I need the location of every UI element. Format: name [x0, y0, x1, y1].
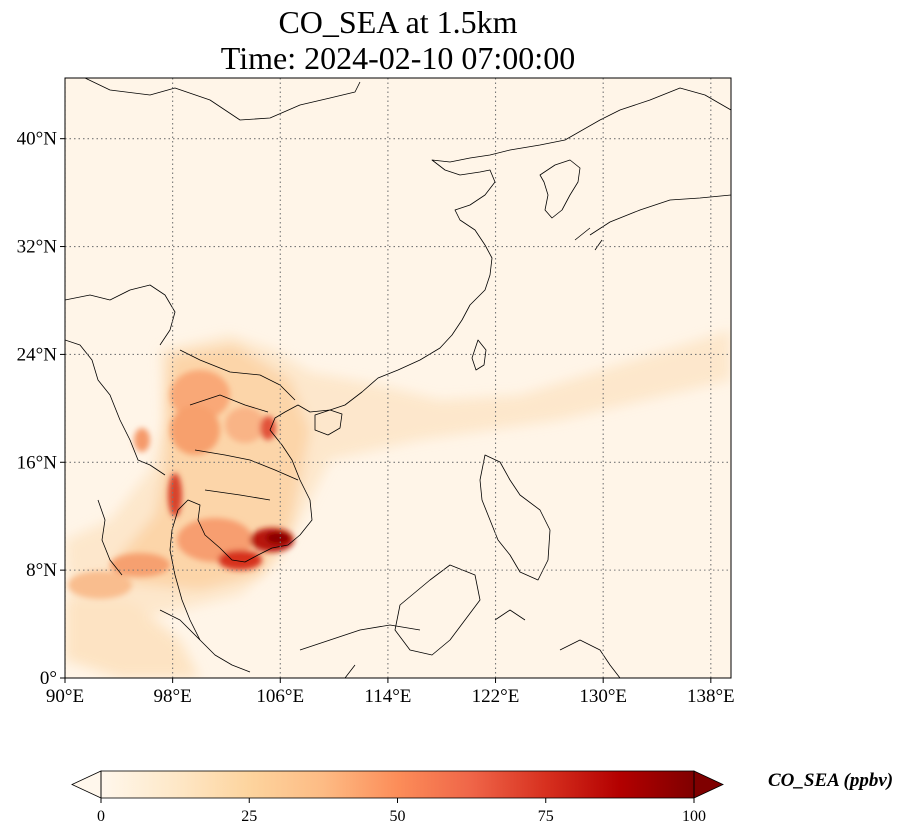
colorbar-tick-label: 75 [538, 808, 554, 825]
concentration-field [65, 330, 731, 678]
lat-tick-label: 40°N [17, 129, 58, 150]
colorbar-gradient [101, 771, 694, 798]
lat-tick-label: 8°N [26, 560, 57, 581]
lat-tick-label: 0° [40, 668, 57, 689]
colorbar-ticks: 0 25 50 75 100 [97, 798, 706, 825]
lon-tick-label: 138°E [687, 686, 735, 707]
lon-tick-labels: 90°E 98°E 106°E 114°E 122°E 130°E 138°E [46, 678, 735, 707]
colorbar: 0 25 50 75 100 [71, 770, 724, 825]
map-frame [64, 77, 732, 679]
colorbar-label: CO_SEA (ppbv) [768, 770, 894, 791]
lon-tick-label: 106°E [256, 686, 304, 707]
gridlines [65, 78, 731, 678]
colorbar-tick-label: 50 [390, 808, 406, 825]
lat-tick-label: 32°N [17, 237, 58, 258]
colorbar-max-extension [693, 770, 724, 799]
coastlines [65, 78, 731, 678]
lon-tick-label: 130°E [579, 686, 627, 707]
colorbar-tick-label: 25 [241, 808, 257, 825]
lon-tick-label: 114°E [364, 686, 411, 707]
colorbar-tick-label: 0 [97, 808, 105, 825]
lat-tick-label: 24°N [17, 344, 58, 365]
colorbar-tick-label: 100 [682, 808, 706, 825]
lat-tick-label: 16°N [17, 452, 58, 473]
lon-tick-label: 98°E [154, 686, 192, 707]
map-time: Time: 2024-02-10 07:00:00 [220, 40, 576, 76]
lon-tick-label: 90°E [46, 686, 84, 707]
map-title: CO_SEA at 1.5km [278, 4, 518, 40]
colorbar-min-extension [71, 770, 102, 799]
lon-tick-label: 122°E [472, 686, 520, 707]
lat-tick-labels: 0° 8°N 16°N 24°N 32°N 40°N [17, 129, 65, 689]
